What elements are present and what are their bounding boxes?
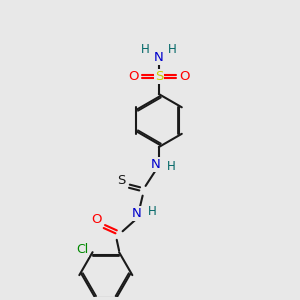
Text: H: H [167,160,176,173]
Text: S: S [154,70,163,83]
Text: H: H [141,44,150,56]
Text: O: O [179,70,190,83]
Text: N: N [154,51,164,64]
Text: N: N [150,158,160,171]
Text: O: O [92,213,102,226]
Text: O: O [128,70,139,83]
Text: H: H [148,205,156,218]
Text: N: N [131,207,141,220]
Text: Cl: Cl [76,243,88,256]
Text: H: H [168,44,176,56]
Text: S: S [117,174,125,187]
